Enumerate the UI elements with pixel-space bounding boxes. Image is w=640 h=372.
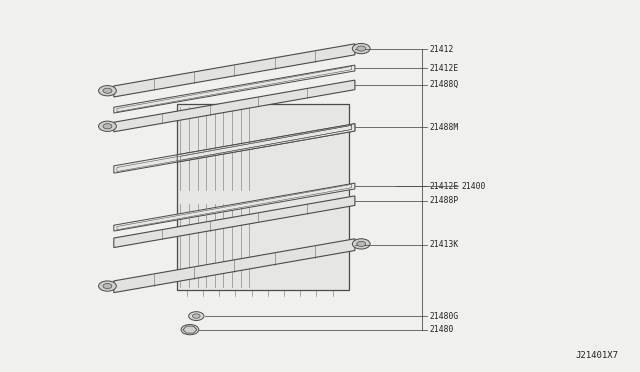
Circle shape: [99, 121, 116, 131]
Text: 21480: 21480: [429, 325, 454, 334]
Text: 21412E: 21412E: [429, 64, 459, 73]
Circle shape: [193, 314, 200, 318]
Circle shape: [99, 86, 116, 96]
Text: 21412: 21412: [429, 45, 454, 54]
Polygon shape: [114, 80, 355, 132]
Text: 21412E: 21412E: [429, 182, 459, 190]
Polygon shape: [114, 239, 355, 293]
Circle shape: [99, 281, 116, 291]
Text: 21400: 21400: [461, 182, 486, 190]
Circle shape: [103, 88, 112, 93]
Circle shape: [181, 324, 199, 335]
Bar: [177, 103, 349, 291]
Text: 21488P: 21488P: [429, 196, 459, 205]
Text: 21488Q: 21488Q: [429, 80, 459, 89]
Polygon shape: [183, 326, 197, 333]
Circle shape: [103, 124, 112, 129]
Circle shape: [353, 239, 370, 249]
Circle shape: [186, 327, 195, 332]
Text: 21480G: 21480G: [429, 312, 459, 321]
Circle shape: [356, 241, 365, 247]
Circle shape: [356, 46, 365, 51]
Text: 21413K: 21413K: [429, 240, 459, 249]
Circle shape: [103, 283, 112, 289]
Circle shape: [189, 312, 204, 321]
Polygon shape: [114, 124, 355, 173]
Text: 21488M: 21488M: [429, 123, 459, 132]
Polygon shape: [114, 183, 355, 231]
Polygon shape: [114, 44, 355, 97]
Text: J21401X7: J21401X7: [575, 351, 618, 360]
Polygon shape: [114, 196, 355, 247]
Polygon shape: [114, 65, 355, 113]
Polygon shape: [177, 124, 355, 162]
Circle shape: [353, 44, 370, 54]
